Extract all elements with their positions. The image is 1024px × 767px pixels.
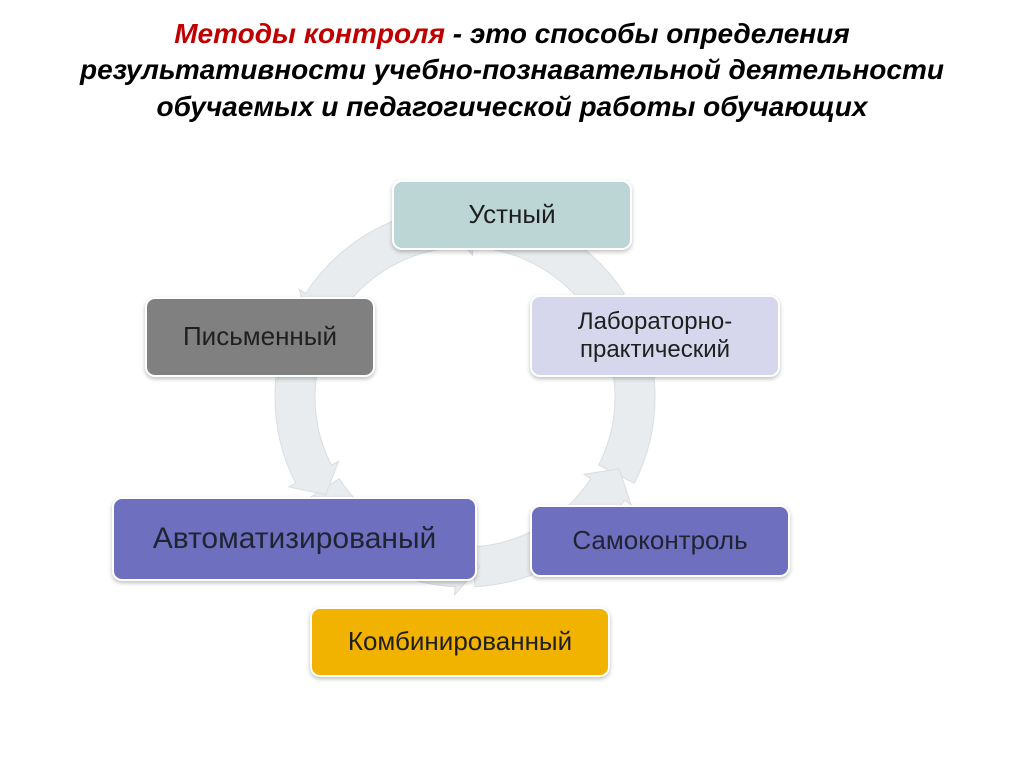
- node-ustny: Устный: [392, 180, 632, 250]
- node-auto: Автоматизированый: [112, 497, 477, 581]
- node-label: Автоматизированый: [153, 522, 437, 557]
- node-lab: Лабораторно-практический: [530, 295, 780, 377]
- title-prefix: Методы контроля: [174, 18, 445, 49]
- node-combo: Комбинированный: [310, 607, 610, 677]
- node-label: Лабораторно-практический: [542, 308, 768, 363]
- node-label: Комбинированный: [348, 627, 572, 657]
- cycle-diagram: Устный Лабораторно-практический Самоконтро…: [0, 175, 1024, 735]
- node-label: Самоконтроль: [572, 526, 747, 556]
- node-self: Самоконтроль: [530, 505, 790, 577]
- node-written: Письменный: [145, 297, 375, 377]
- node-label: Письменный: [183, 322, 337, 352]
- node-label: Устный: [468, 200, 555, 230]
- page-title: Методы контроля - это способы определени…: [0, 0, 1024, 135]
